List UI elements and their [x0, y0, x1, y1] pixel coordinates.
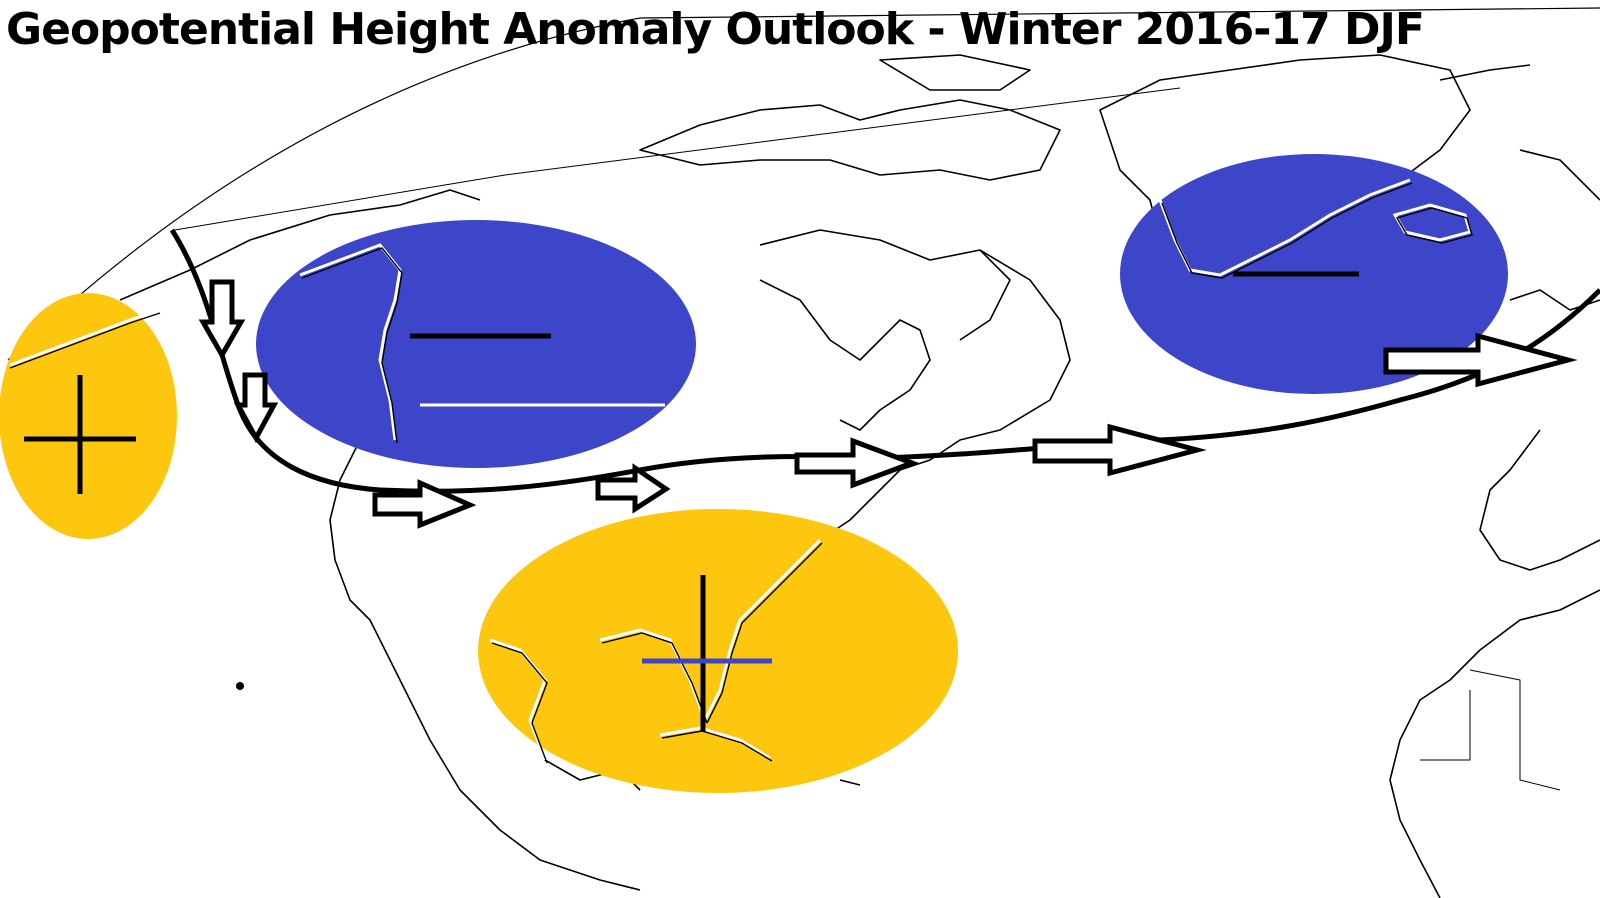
coastline-iceland-dark: [1395, 207, 1473, 244]
coastline-cuba-dark: [661, 730, 773, 762]
flow-arrow-east-2: [595, 463, 671, 514]
border-africa: [1420, 669, 1561, 791]
flow-arrow-east-3: [794, 437, 920, 489]
coastline-cuba: [659, 726, 771, 760]
flow-arrow-east-5: [1383, 332, 1578, 388]
coastline-aleutians: [9, 308, 161, 367]
coastline-aleutians-dark: [9, 312, 161, 369]
map-projection-boundary: [7, 7, 1600, 361]
anomaly-southeast-us-ridge: [478, 509, 958, 793]
coastline-europe-africa: [1389, 429, 1600, 898]
anomaly-regions: [0, 154, 1508, 793]
anomaly-signs: [24, 271, 1359, 732]
flow-arrow-east-1: [372, 479, 477, 529]
anomaly-north-pacific-ridge: [0, 293, 177, 539]
flow-arrow-down-2: [233, 372, 279, 444]
flow-arrows: [198, 279, 1578, 529]
map-title: Geopotential Height Anomaly Outlook - Wi…: [6, 4, 1425, 55]
plus-sign-southeast-us: [642, 575, 772, 732]
coastline-arctic-islands: [639, 54, 1061, 341]
coastline-british-columbia-dark: [301, 247, 403, 444]
coastline-british-columbia: [299, 243, 402, 441]
coastline-greenland-south-dark: [1161, 182, 1413, 279]
plus-sign-north-pacific: [24, 375, 136, 494]
coastlines-overlay-dark: [9, 182, 1473, 764]
map-dot: [236, 682, 244, 690]
coastline-gulf-dark: [491, 542, 823, 764]
map-projection-line: [174, 87, 1181, 231]
jet-stream-line: [169, 228, 1600, 494]
anomaly-western-canada-trough: [256, 220, 696, 468]
flow-arrow-down-1: [198, 279, 246, 361]
coastline-hudson-bay: [759, 279, 931, 431]
flow-arrow-east-4: [1032, 423, 1207, 477]
